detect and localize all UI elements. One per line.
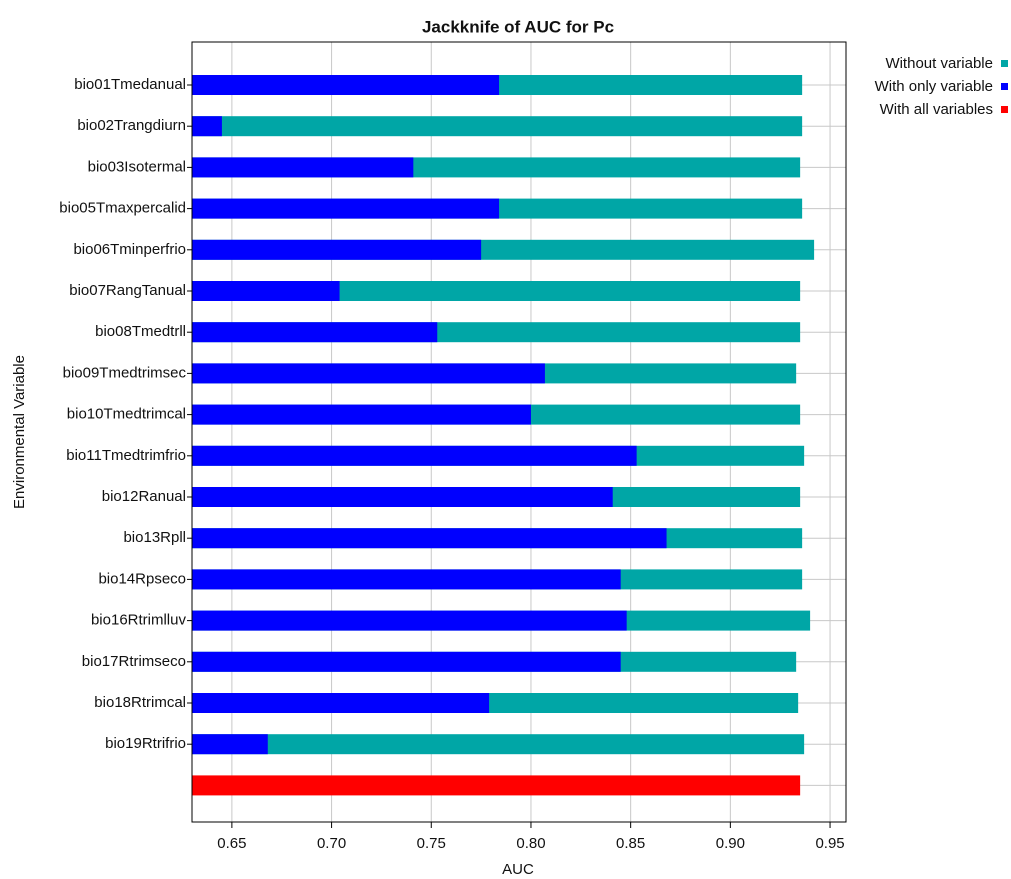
x-tick-label: 0.75 [417, 835, 446, 852]
chart-title: Jackknife of AUC for Pc [422, 17, 614, 36]
y-tick-label: bio10Tmedtrimcal [67, 406, 186, 423]
y-tick-label: bio16Rtrimlluv [91, 612, 187, 629]
bar [192, 693, 490, 713]
bar [192, 775, 801, 796]
bar [192, 116, 803, 137]
bar [192, 75, 500, 95]
x-tick-label: 0.80 [516, 835, 545, 852]
y-tick-label: bio05Tmaxpercalid [59, 200, 186, 217]
bar [192, 281, 801, 301]
legend-swatch [1001, 106, 1008, 113]
bar [192, 651, 621, 672]
legend-label: With all variables [880, 101, 993, 118]
y-tick-label: bio09Tmedtrimsec [63, 364, 187, 381]
y-axis-label: Environmental Variable [11, 355, 28, 509]
x-tick-label: 0.90 [716, 835, 745, 852]
y-tick-label: bio18Rtrimcal [94, 694, 186, 711]
x-tick-label: 0.70 [317, 835, 346, 852]
y-tick-label: bio03Isotermal [88, 158, 186, 175]
bar [192, 610, 627, 631]
bar [192, 445, 637, 466]
y-tick-label: bio07RangTanual [69, 282, 186, 299]
x-tick-label: 0.95 [815, 835, 844, 852]
y-tick-label: bio19Rtrifrio [105, 735, 186, 752]
bar [192, 281, 340, 301]
bar [192, 734, 268, 755]
bar [192, 528, 667, 549]
x-tick-label: 0.65 [217, 835, 246, 852]
bar [192, 569, 621, 590]
y-tick-label: bio14Rpseco [98, 570, 186, 587]
y-tick-label: bio11Tmedtrimfrio [66, 447, 186, 464]
y-tick-label: bio17Rtrimseco [82, 653, 186, 670]
bar [192, 404, 531, 425]
legend-label: Without variable [885, 55, 993, 72]
bar [192, 322, 438, 343]
y-tick-label: bio08Tmedtrll [95, 323, 186, 340]
y-tick-label: bio12Ranual [102, 488, 186, 505]
legend-label: With only variable [875, 78, 993, 95]
bar [192, 116, 222, 137]
legend-swatch [1001, 83, 1008, 90]
x-axis-label: AUC [502, 861, 534, 878]
bar [192, 734, 805, 755]
plot-frame [191, 41, 847, 823]
y-tick-label: bio06Tminperfrio [73, 241, 186, 258]
x-tick-label: 0.85 [616, 835, 645, 852]
bar [192, 198, 500, 219]
bar [192, 157, 414, 178]
y-tick-label: bio13Rpll [123, 529, 186, 546]
y-tick-label: bio01Tmedanual [74, 76, 186, 93]
bar [192, 487, 613, 507]
bar [192, 363, 545, 384]
y-tick-label: bio02Trangdiurn [77, 117, 186, 134]
bar [192, 239, 482, 260]
legend-swatch [1001, 60, 1008, 67]
